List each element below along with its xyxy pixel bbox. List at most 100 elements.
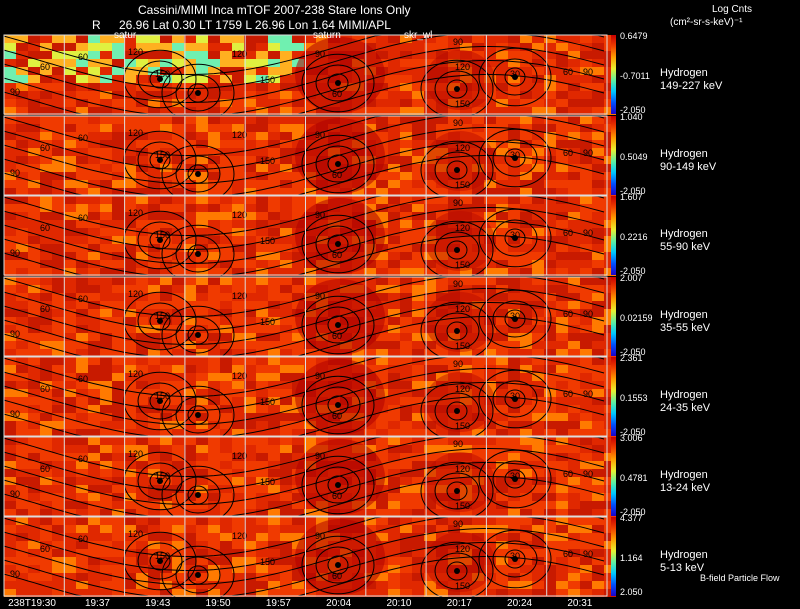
heat-cell	[424, 349, 436, 357]
heat-cell	[28, 260, 40, 268]
heat-cell	[484, 228, 496, 236]
heat-cell	[436, 180, 448, 188]
contour-label: 150	[260, 75, 275, 85]
heat-cell	[112, 35, 124, 43]
heat-cell	[460, 148, 472, 156]
heat-cell	[100, 365, 112, 373]
heat-cell	[124, 164, 136, 172]
heat-cell	[460, 236, 472, 244]
heat-cell	[388, 293, 400, 301]
heat-cell	[88, 277, 100, 285]
heat-cell	[520, 107, 532, 115]
heat-cell	[4, 285, 16, 293]
heat-cell	[592, 91, 604, 99]
heat-cell	[484, 509, 496, 517]
heat-cell	[436, 277, 448, 285]
heat-cell	[292, 573, 304, 581]
heat-cell	[256, 437, 268, 445]
heat-cell	[196, 164, 208, 172]
heat-cell	[64, 35, 76, 43]
heat-cell	[316, 107, 328, 115]
heat-cell	[436, 533, 448, 541]
contour-label: 90	[315, 531, 325, 541]
heat-cell	[472, 389, 484, 397]
heat-cell	[64, 437, 76, 445]
heat-cell	[208, 188, 220, 196]
heat-cell	[568, 421, 580, 429]
heat-cell	[604, 581, 616, 589]
heat-cell	[280, 533, 292, 541]
heat-cell	[520, 549, 532, 557]
heat-cell	[172, 148, 184, 156]
heat-cell	[112, 589, 124, 597]
heat-cell	[388, 99, 400, 107]
heat-cell	[280, 485, 292, 493]
heat-cell	[508, 357, 520, 365]
heat-cell	[88, 309, 100, 317]
heat-cell	[352, 357, 364, 365]
heat-cell	[604, 373, 616, 381]
contour-label: 90	[10, 168, 20, 178]
heat-cell	[256, 397, 268, 405]
heat-cell	[220, 301, 232, 309]
heat-cell	[604, 389, 616, 397]
heat-cell	[436, 309, 448, 317]
heat-cell	[52, 83, 64, 91]
heat-cell	[436, 91, 448, 99]
heat-cell	[196, 389, 208, 397]
heat-cell	[532, 83, 544, 91]
heat-cell	[4, 421, 16, 429]
heat-cell	[484, 156, 496, 164]
heat-cell	[400, 317, 412, 325]
heat-cell	[196, 228, 208, 236]
heat-cell	[208, 517, 220, 525]
heat-cell	[460, 172, 472, 180]
heat-cell	[244, 493, 256, 501]
contour-label: 90	[10, 409, 20, 419]
heat-cell	[52, 309, 64, 317]
heat-cell	[436, 493, 448, 501]
heat-cell	[4, 132, 16, 140]
heat-cell	[40, 373, 52, 381]
heat-cell	[88, 293, 100, 301]
heat-cell	[496, 573, 508, 581]
heat-cell	[364, 509, 376, 517]
heat-cell	[16, 180, 28, 188]
heat-cell	[544, 212, 556, 220]
heat-cell	[604, 67, 616, 75]
heat-cell	[232, 405, 244, 413]
heat-cell	[400, 180, 412, 188]
heat-cell	[400, 461, 412, 469]
heat-cell	[436, 244, 448, 252]
heat-cell	[448, 75, 460, 83]
heat-cell	[52, 252, 64, 260]
heat-cell	[520, 373, 532, 381]
heat-cell	[484, 357, 496, 365]
heat-cell	[64, 228, 76, 236]
heat-cell	[172, 116, 184, 124]
heat-cell	[64, 124, 76, 132]
heat-cell	[4, 349, 16, 357]
heat-cell	[100, 445, 112, 453]
heat-cell	[580, 501, 592, 509]
contour-ring	[175, 476, 221, 514]
heat-cell	[112, 477, 124, 485]
heat-cell	[268, 381, 280, 389]
heat-cell	[268, 461, 280, 469]
heat-cell	[196, 35, 208, 43]
flow-marker	[157, 318, 163, 324]
heat-cell	[52, 573, 64, 581]
heat-cell	[412, 236, 424, 244]
heat-cell	[28, 437, 40, 445]
heat-cell	[580, 252, 592, 260]
heat-cell	[460, 180, 472, 188]
heat-cell	[4, 188, 16, 196]
heat-cell	[208, 365, 220, 373]
heat-cell	[196, 445, 208, 453]
heat-cell	[388, 75, 400, 83]
heat-cell	[112, 67, 124, 75]
heat-cell	[232, 252, 244, 260]
heat-cell	[604, 461, 616, 469]
heat-cell	[472, 453, 484, 461]
colorbar-max-label: 4.377	[620, 513, 643, 523]
